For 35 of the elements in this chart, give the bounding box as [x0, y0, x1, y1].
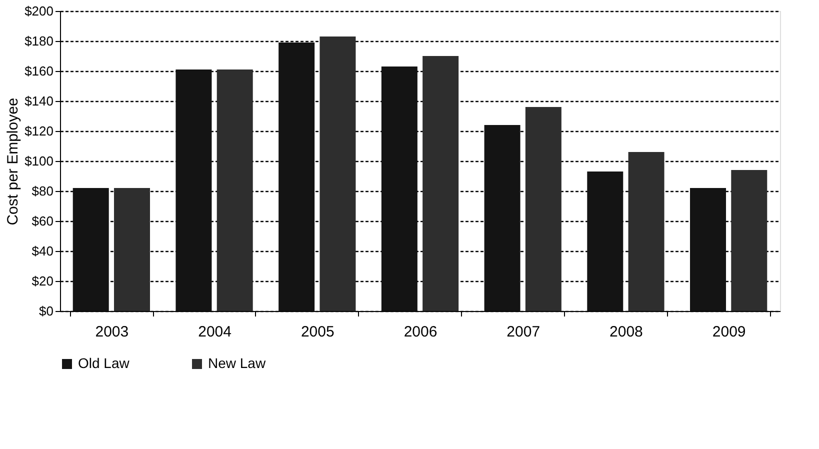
bar [216, 70, 253, 311]
y-tick-label: $180 [24, 34, 54, 48]
y-tick-label: $200 [24, 4, 54, 18]
y-tick-label: $120 [24, 124, 54, 138]
x-tick-label: 2004 [198, 324, 232, 340]
bar [320, 36, 356, 311]
y-tick-label: $40 [32, 244, 54, 258]
x-tick-label: 2007 [506, 324, 540, 340]
x-tick-label: 2003 [95, 324, 129, 340]
bar [422, 56, 459, 311]
bar [484, 125, 520, 311]
bar [114, 188, 150, 311]
y-tick-label: $20 [32, 274, 54, 288]
bar [690, 188, 726, 311]
legend-label: Old Law [78, 355, 130, 371]
y-tick-label: $0 [39, 304, 54, 318]
x-tick-label: 2009 [712, 324, 746, 340]
bar [72, 188, 109, 311]
bar [176, 70, 212, 311]
x-tick-label: 2008 [610, 324, 643, 340]
y-tick-label: $100 [24, 154, 54, 168]
y-tick-label: $60 [32, 214, 54, 228]
x-tick-label: 2006 [404, 324, 438, 340]
bar [587, 172, 624, 311]
bar [381, 66, 418, 311]
bar [628, 152, 664, 311]
y-tick-label: $160 [24, 64, 54, 78]
bar [731, 170, 768, 311]
y-axis-title: Cost per Employee [4, 98, 22, 226]
bar [525, 107, 562, 311]
y-tick-label: $140 [24, 94, 54, 108]
legend-label: New Law [208, 355, 266, 371]
bar [278, 42, 315, 311]
y-tick-label: $80 [32, 184, 54, 198]
x-tick-label: 2005 [300, 324, 334, 340]
